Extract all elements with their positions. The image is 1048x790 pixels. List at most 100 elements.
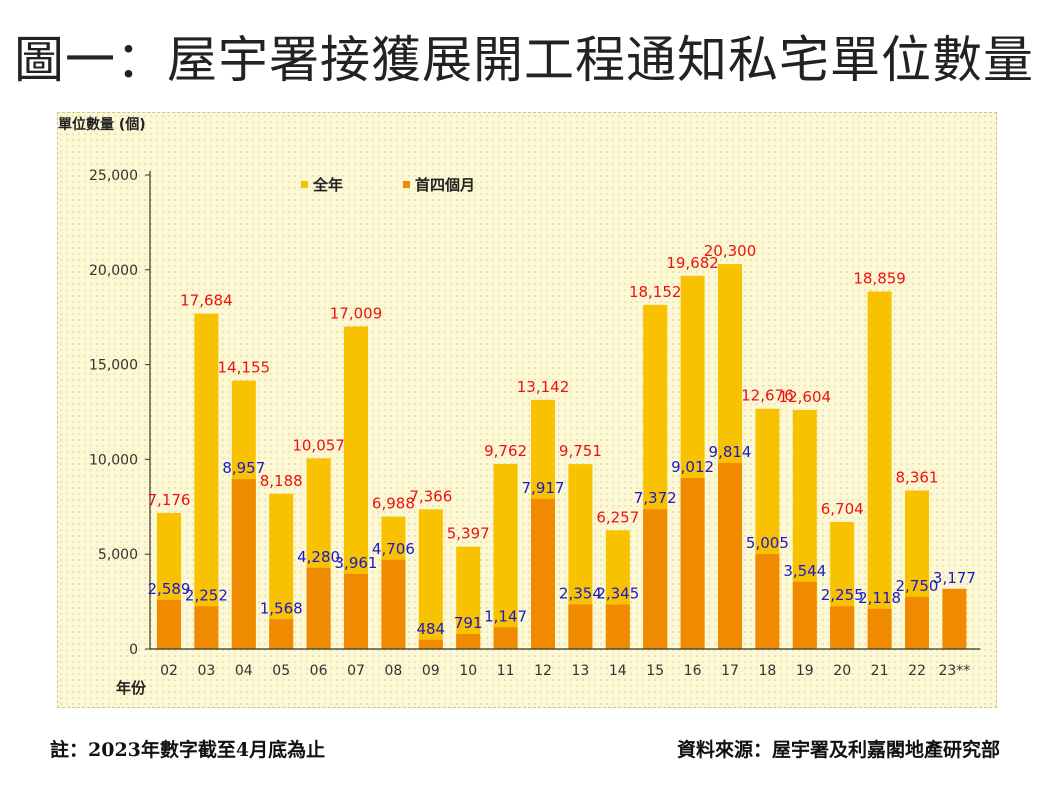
data-label-first-four-months: 2,589 — [148, 580, 191, 598]
bar-first-four-months — [680, 478, 705, 649]
data-label-first-four-months: 9,012 — [671, 458, 714, 476]
bar-first-four-months — [643, 509, 668, 649]
data-label-first-four-months: 1,147 — [484, 607, 527, 625]
x-tick-label: 08 — [384, 663, 402, 679]
data-label-first-four-months: 2,255 — [821, 586, 864, 604]
data-label-full-year: 17,684 — [180, 292, 233, 310]
data-label-first-four-months: 2,750 — [896, 577, 939, 595]
data-label-first-four-months: 7,917 — [522, 479, 565, 497]
data-label-full-year: 19,682 — [666, 254, 719, 272]
x-tick-label: 11 — [497, 663, 515, 679]
bar-first-four-months — [157, 599, 181, 649]
bar-first-four-months — [381, 559, 406, 649]
data-label-full-year: 18,152 — [629, 283, 682, 301]
bar-first-four-months — [418, 639, 443, 649]
x-axis-title: 年份 — [116, 679, 147, 697]
data-label-full-year: 10,057 — [292, 436, 345, 454]
data-label-first-four-months: 1,568 — [260, 599, 303, 617]
bar-first-four-months — [905, 596, 929, 649]
data-label-first-four-months: 2,118 — [858, 589, 901, 607]
data-label-full-year: 8,188 — [260, 472, 303, 490]
bar-first-four-months — [568, 604, 593, 649]
data-label-first-four-months: 4,706 — [372, 540, 415, 558]
data-label-full-year: 14,155 — [218, 359, 270, 377]
y-tick-label: 20,000 — [89, 263, 138, 279]
data-label-full-year: 7,366 — [409, 487, 452, 505]
data-label-full-year: 17,009 — [330, 305, 383, 323]
y-tick-label: 25,000 — [89, 168, 138, 184]
x-tick-label: 15 — [646, 663, 664, 679]
bar-full-year — [418, 509, 443, 649]
x-tick-label: 03 — [197, 663, 215, 679]
data-label-first-four-months: 2,345 — [596, 585, 639, 603]
bar-first-four-months — [194, 606, 219, 649]
x-tick-label: 05 — [272, 663, 290, 679]
bar-first-four-months — [755, 554, 780, 649]
data-label-full-year: 12,676 — [741, 387, 794, 405]
data-label-full-year: 6,257 — [596, 508, 639, 526]
data-label-full-year: 9,751 — [559, 442, 602, 460]
y-tick-label: 5,000 — [98, 547, 138, 563]
bar-full-year — [867, 291, 892, 649]
x-tick-label: 22 — [908, 663, 926, 679]
x-tick-label: 04 — [235, 663, 253, 679]
bar-first-four-months — [344, 573, 368, 649]
chart-title: 圖一：屋宇署接獲展開工程通知私宅單位數量 — [14, 31, 1034, 89]
bar-first-four-months — [830, 606, 855, 649]
data-label-full-year: 6,704 — [821, 500, 864, 518]
data-label-first-four-months: 4,280 — [297, 548, 340, 566]
data-label-full-year: 5,397 — [447, 525, 490, 543]
legend-swatch-full-year — [301, 181, 308, 188]
y-tick-label: 0 — [129, 642, 138, 658]
legend-label-full-year: 全年 — [312, 176, 343, 194]
x-tick-label: 10 — [459, 663, 477, 679]
bar-first-four-months — [531, 498, 555, 649]
x-tick-label: 07 — [347, 663, 365, 679]
x-tick-label: 19 — [796, 663, 814, 679]
chart-panel: 單位數量 (個) 0 5,000 10,000 15,000 20,000 25,000 02… — [57, 112, 997, 708]
data-label-full-year: 8,361 — [896, 468, 939, 486]
source-note: 資料來源：屋宇署及利嘉閣地產研究部 — [676, 739, 1000, 761]
bar-first-four-months — [269, 619, 294, 649]
x-tick-label: 13 — [571, 663, 589, 679]
x-tick-label: 14 — [609, 663, 627, 679]
data-label-first-four-months: 3,177 — [933, 569, 976, 587]
y-axis-title: 單位數量 (個) — [58, 116, 146, 133]
x-tick-label: 12 — [534, 663, 552, 679]
data-label-first-four-months: 791 — [454, 614, 483, 632]
x-tick-label: 09 — [422, 663, 440, 679]
bar-first-four-months — [306, 567, 331, 649]
data-label-full-year: 9,762 — [484, 442, 527, 460]
bar-full-year — [194, 313, 219, 649]
data-label-first-four-months: 484 — [416, 620, 445, 638]
bar-first-four-months — [605, 604, 630, 649]
y-tick-label: 15,000 — [89, 358, 138, 374]
bar-full-year — [456, 546, 481, 649]
legend-swatch-first-four-months — [403, 181, 410, 188]
data-label-full-year: 6,988 — [372, 495, 415, 513]
x-tick-label: 17 — [721, 663, 739, 679]
bar-first-four-months — [456, 634, 481, 649]
x-tick-label: 18 — [758, 663, 776, 679]
data-label-full-year: 13,142 — [517, 378, 570, 396]
data-label-first-four-months: 5,005 — [746, 534, 789, 552]
data-label-full-year: 20,300 — [704, 242, 757, 260]
data-label-first-four-months: 2,252 — [185, 586, 228, 604]
x-tick-label: 23** — [938, 663, 970, 679]
bar-first-four-months — [493, 627, 518, 649]
data-label-first-four-months: 8,957 — [222, 459, 265, 477]
x-tick-label: 20 — [833, 663, 851, 679]
y-tick-label: 10,000 — [89, 452, 138, 468]
x-tick-label: 06 — [310, 663, 328, 679]
data-label-full-year: 7,176 — [148, 491, 191, 509]
data-label-first-four-months: 3,544 — [783, 562, 826, 580]
data-label-first-four-months: 3,961 — [335, 554, 378, 572]
bar-first-four-months — [231, 479, 256, 649]
data-label-full-year: 18,859 — [853, 269, 906, 287]
x-tick-label: 21 — [871, 663, 889, 679]
bar-first-four-months — [867, 608, 892, 649]
bar-chart: 單位數量 (個) 0 5,000 10,000 15,000 20,000 25,000 02… — [58, 116, 981, 697]
x-tick-label: 02 — [160, 663, 178, 679]
bar-full-year — [493, 463, 518, 649]
footnote: 註：2023年數字截至4月底為止 — [50, 739, 326, 761]
